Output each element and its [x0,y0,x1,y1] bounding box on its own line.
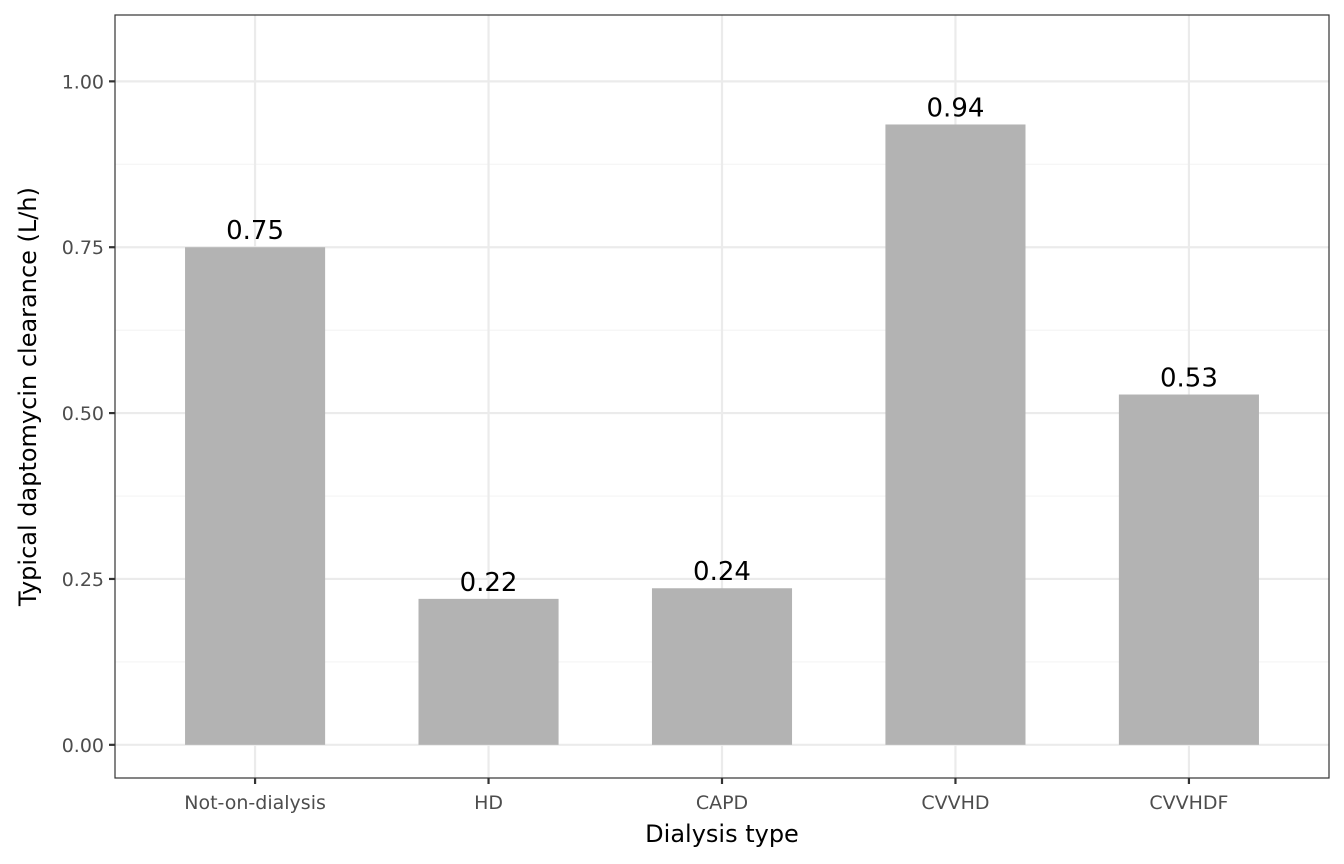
data-label: 0.53 [1160,364,1218,394]
data-label: 0.24 [693,557,751,587]
x-tick-label: Not-on-dialysis [184,792,326,814]
data-label: 0.22 [460,568,518,598]
x-tick-label: CVVHDF [1149,792,1228,814]
bar-not-on-dialysis [185,247,326,745]
y-tick-label: 1.00 [62,71,104,93]
x-tick-label: CVVHD [921,792,989,814]
bar-hd [418,598,559,745]
y-tick-label: 0.00 [62,735,104,757]
bar-cvvhd [885,124,1026,745]
data-label: 0.94 [927,93,985,123]
bar-cvvhdf [1118,394,1259,745]
data-label: 0.75 [226,216,284,246]
y-tick-label: 0.75 [62,237,104,259]
y-axis: 0.00 0.25 0.50 0.75 1.00 [62,71,115,757]
bars [185,124,1259,745]
y-tick-label: 0.25 [62,569,104,591]
x-axis-title: Dialysis type [645,820,799,848]
y-tick-label: 0.50 [62,403,104,425]
bar-capd [651,588,793,745]
data-labels: 0.75 0.22 0.24 0.94 0.53 [226,93,1218,597]
x-tick-label: HD [474,792,503,814]
y-axis-title: Typical daptomycin clearance (L/h) [14,187,42,607]
x-tick-label: CAPD [696,792,748,814]
x-axis: Not-on-dialysis HD CAPD CVVHD CVVHDF [184,778,1228,814]
